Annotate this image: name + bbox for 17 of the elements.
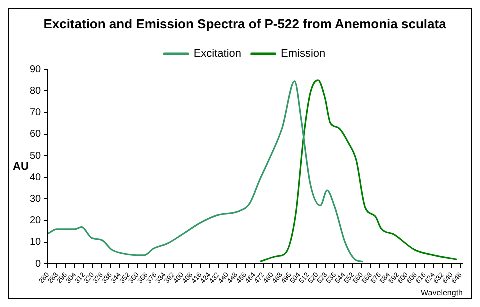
y-tick-label: 60 bbox=[30, 129, 42, 140]
y-axis-title: AU bbox=[13, 160, 29, 173]
y-tick-label: 50 bbox=[30, 150, 42, 162]
legend-label: Excitation bbox=[194, 48, 242, 60]
y-tick-label: 30 bbox=[30, 194, 42, 205]
y-tick-label: 20 bbox=[30, 216, 42, 227]
x-axis-title: Wavelength bbox=[421, 288, 463, 298]
y-tick-label: 40 bbox=[30, 172, 42, 184]
y-tick-label: 10 bbox=[30, 237, 42, 248]
y-tick-label: 70 bbox=[30, 108, 42, 119]
chart-title: Excitation and Emission Spectra of P-522 from Anemonia sculata bbox=[44, 16, 448, 32]
y-tick-label: 80 bbox=[30, 86, 42, 97]
line-series bbox=[48, 80, 364, 263]
legend-label: Emission bbox=[281, 48, 326, 60]
y-tick-label: 0 bbox=[36, 258, 42, 270]
y-tick-label: 90 bbox=[30, 64, 42, 76]
line-series bbox=[259, 80, 458, 263]
